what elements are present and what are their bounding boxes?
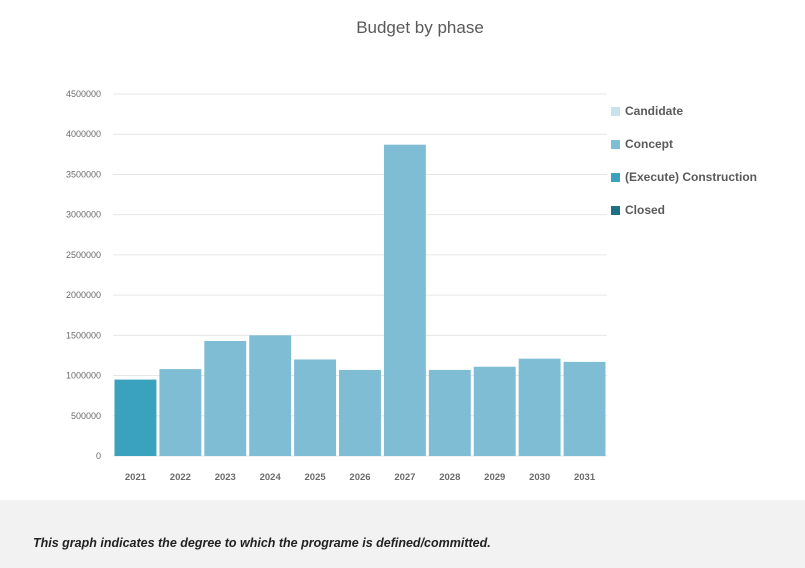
- chart-legend: Candidate Concept (Execute) Construction Cl…: [611, 103, 805, 235]
- bar-2029-concept: [473, 366, 516, 456]
- legend-swatch: [611, 139, 620, 149]
- bar-2030-concept: [518, 358, 561, 456]
- legend-item: Closed: [611, 202, 805, 218]
- legend-label: Candidate: [625, 104, 684, 118]
- x-tick-label: 2031: [574, 472, 596, 483]
- x-tick-label: 2025: [305, 472, 327, 483]
- y-tick-label: 3000000: [66, 210, 101, 220]
- bar-2023-concept: [204, 340, 247, 456]
- bar-2031-concept: [563, 361, 606, 456]
- legend-swatch: [611, 205, 620, 215]
- legend-label: Closed: [625, 203, 666, 217]
- x-tick-label: 2021: [125, 472, 147, 483]
- y-tick-label: 1500000: [66, 330, 101, 340]
- y-tick-label: 0: [96, 451, 101, 461]
- y-tick-label: 2500000: [66, 250, 101, 260]
- x-tick-label: 2029: [484, 472, 505, 483]
- x-tick-label: 2023: [215, 472, 236, 483]
- legend-label: (Execute) Construction: [625, 170, 758, 184]
- y-tick-label: 4500000: [66, 89, 101, 99]
- x-tick-label: 2027: [394, 472, 415, 483]
- bar-2028-concept: [428, 369, 471, 456]
- bar-2022-concept: [159, 369, 202, 456]
- y-tick-label: 500000: [71, 411, 101, 421]
- y-tick-label: 4000000: [66, 129, 101, 139]
- bar-2026-concept: [339, 369, 381, 456]
- x-tick-label: 2028: [439, 472, 460, 483]
- legend-item: Candidate: [611, 103, 805, 119]
- legend-label: Concept: [625, 137, 673, 151]
- bar-2024-concept: [249, 335, 292, 456]
- chart-caption: This graph indicates the degree to which…: [33, 536, 491, 550]
- y-tick-label: 3500000: [66, 169, 101, 179]
- x-tick-label: 2022: [170, 472, 191, 483]
- x-tick-label: 2024: [260, 472, 282, 483]
- y-tick-label: 1000000: [66, 371, 101, 381]
- bar-2025-concept: [294, 359, 337, 456]
- x-tick-label: 2026: [349, 472, 370, 483]
- legend-item: Concept: [611, 136, 805, 152]
- x-tick-label: 2030: [529, 472, 550, 483]
- legend-swatch: [611, 106, 620, 116]
- bar-2021-execute-construction: [114, 379, 157, 456]
- bar-chart: 0 500000 1000000 1500000 2000000 2500000 30000…: [66, 89, 607, 483]
- bar-2027-concept: [383, 144, 426, 456]
- chart-title: Budget by phase: [356, 18, 484, 37]
- y-tick-label: 2000000: [66, 290, 101, 300]
- legend-swatch: [611, 172, 620, 182]
- legend-item: (Execute) Construction: [611, 169, 805, 185]
